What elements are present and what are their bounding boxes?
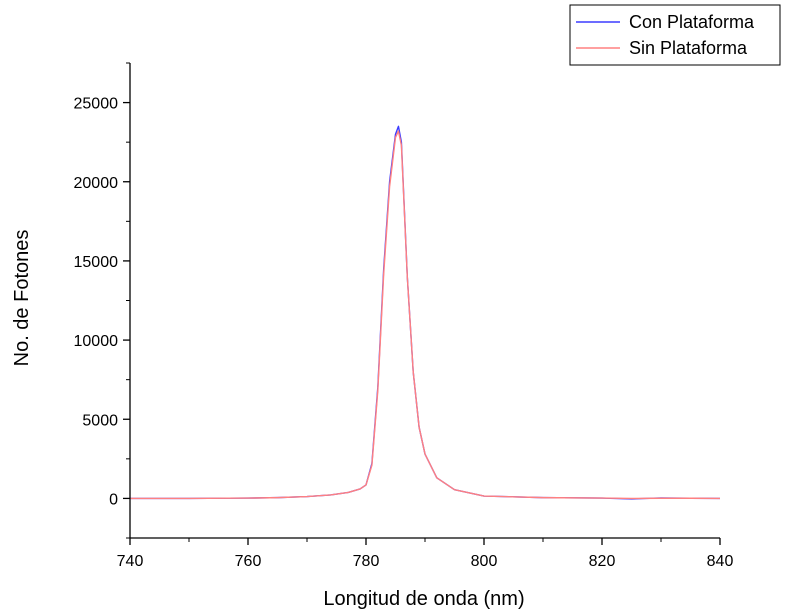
x-tick-labels: 740 760 780 800 820 840: [117, 553, 734, 570]
y-axis-title: No. de Fotones: [11, 230, 33, 367]
y-tick-labels: 0 5000 10000 15000 20000 25000: [74, 96, 119, 509]
y-tick-label-15000: 15000: [74, 254, 119, 271]
x-tick-label-820: 820: [589, 553, 616, 570]
y-tick-label-20000: 20000: [74, 175, 119, 192]
series-line-sin-plataforma: [130, 130, 721, 500]
series-line-con-plataforma: [130, 125, 721, 500]
x-axis: [129, 537, 721, 545]
x-tick-label-840: 840: [707, 553, 734, 570]
x-tick-label-780: 780: [353, 553, 380, 570]
y-tick-label-0: 0: [109, 491, 118, 508]
y-tick-label-10000: 10000: [74, 333, 119, 350]
y-tick-label-25000: 25000: [74, 96, 119, 113]
y-tick-label-5000: 5000: [82, 412, 118, 429]
plot-area: [130, 125, 721, 500]
legend-label-con-plataforma: Con Plataforma: [629, 12, 755, 32]
legend-box: [569, 4, 781, 66]
x-axis-title: Longitud de onda (nm): [323, 588, 524, 610]
legend: Con Plataforma Sin Plataforma: [569, 4, 781, 66]
x-tick-label-740: 740: [117, 553, 144, 570]
legend-label-sin-plataforma: Sin Plataforma: [629, 38, 748, 58]
x-tick-label-760: 760: [235, 553, 262, 570]
x-tick-label-800: 800: [471, 553, 498, 570]
y-axis: [123, 62, 131, 539]
